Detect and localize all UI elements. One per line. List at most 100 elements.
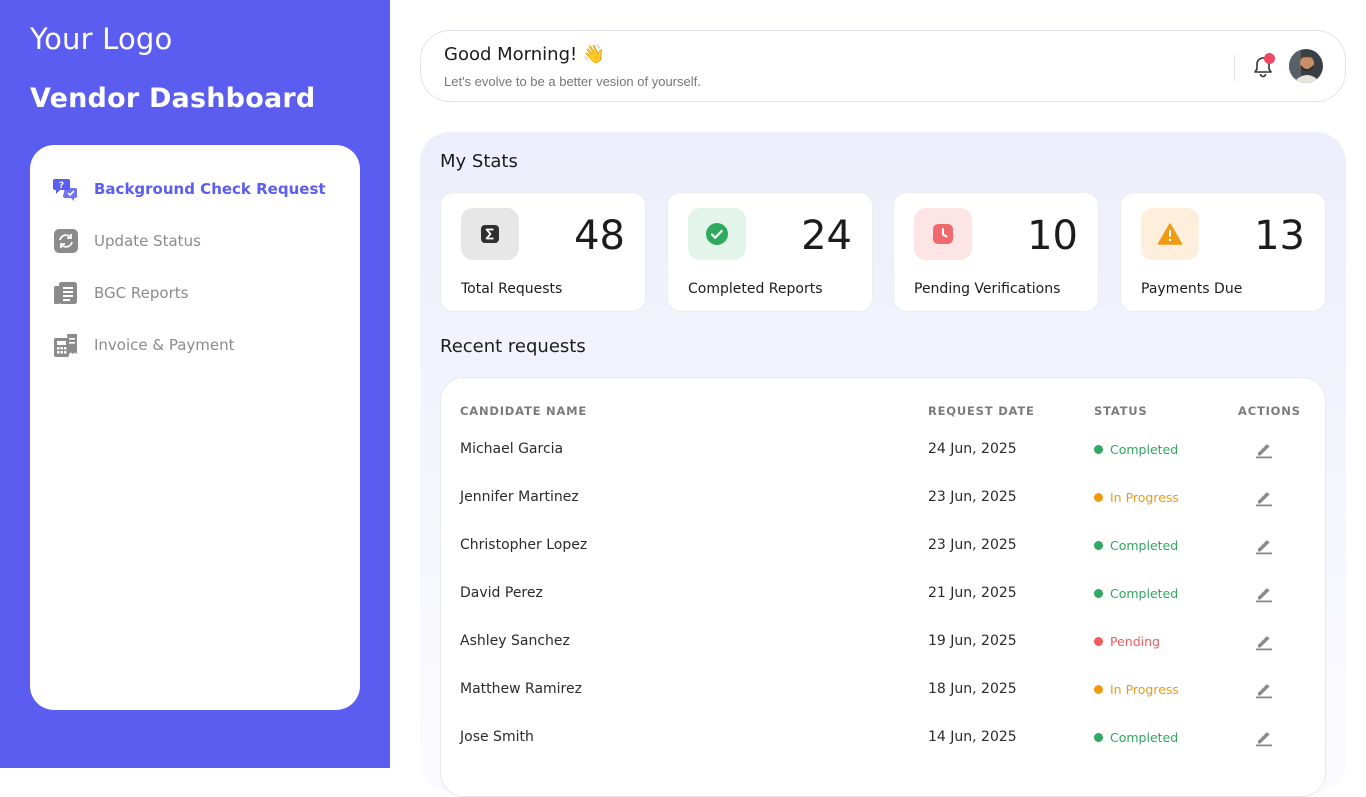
greeting-subtitle: Let's evolve to be a better vesion of yo… (444, 74, 701, 89)
stat-card-total-requests[interactable]: 48 Total Requests (440, 192, 646, 312)
warning-icon (1141, 208, 1199, 260)
edit-icon[interactable] (1254, 535, 1274, 555)
status-badge: Completed (1094, 713, 1178, 761)
candidate-name: David Perez (460, 585, 543, 601)
row-actions (1254, 425, 1274, 473)
stat-label: Pending Verifications (914, 281, 1061, 297)
stat-value: 48 (574, 213, 625, 259)
stat-label: Payments Due (1141, 281, 1243, 297)
logo[interactable]: Your Logo (30, 22, 173, 56)
sidebar-item-label: Update Status (94, 232, 201, 250)
status-text: Completed (1110, 585, 1179, 601)
candidate-name: Michael Garcia (460, 441, 564, 457)
column-header-actions: ACTIONS (1238, 404, 1301, 418)
request-date: 19 Jun, 2025 (928, 633, 1017, 649)
column-header-request-date[interactable]: REQUEST DATE (928, 404, 1035, 418)
status-text: In Progress (1110, 681, 1179, 697)
request-date: 21 Jun, 2025 (928, 585, 1017, 601)
edit-icon[interactable] (1254, 439, 1274, 459)
recent-requests-title: Recent requests (440, 336, 586, 357)
svg-text:?: ? (59, 181, 64, 191)
sidebar-nav: ? Background Check Request Update Status (30, 145, 360, 710)
candidate-name: Ashley Sanchez (460, 633, 570, 649)
edit-icon[interactable] (1254, 631, 1274, 651)
table-row[interactable]: Jose Smith 14 Jun, 2025 Completed (441, 713, 1325, 761)
column-header-status[interactable]: STATUS (1094, 404, 1148, 418)
edit-icon[interactable] (1254, 487, 1274, 507)
request-date: 18 Jun, 2025 (928, 681, 1017, 697)
stat-card-payments-due[interactable]: 13 Payments Due (1120, 192, 1326, 312)
stat-card-pending-verifications[interactable]: 10 Pending Verifications (893, 192, 1099, 312)
row-actions (1254, 617, 1274, 665)
request-date: 23 Jun, 2025 (928, 537, 1017, 553)
status-dot (1094, 444, 1103, 454)
main-panel: My Stats 48 Total Requests 24 Completed … (420, 132, 1346, 797)
row-actions (1254, 473, 1274, 521)
status-badge: Completed (1094, 569, 1178, 617)
check-circle-icon (688, 208, 746, 260)
stat-value: 13 (1254, 213, 1305, 259)
edit-icon[interactable] (1254, 679, 1274, 699)
row-actions (1254, 713, 1274, 761)
stat-card-completed-reports[interactable]: 24 Completed Reports (667, 192, 873, 312)
sidebar-item-label: BGC Reports (94, 284, 189, 302)
sidebar-item-background-check-request[interactable]: ? Background Check Request (52, 173, 326, 205)
sidebar-item-bgc-reports[interactable]: BGC Reports (52, 277, 188, 309)
candidate-name: Christopher Lopez (460, 537, 588, 553)
greeting: Good Morning! 👋 (444, 44, 606, 65)
table-row[interactable]: Jennifer Martinez 23 Jun, 2025 In Progress (441, 473, 1325, 521)
candidate-name: Jennifer Martinez (460, 489, 579, 505)
stat-label: Completed Reports (688, 281, 823, 297)
status-badge: Pending (1094, 617, 1160, 665)
status-dot (1094, 540, 1103, 550)
status-text: Completed (1110, 729, 1179, 745)
table-row[interactable]: Michael Garcia 24 Jun, 2025 Completed (441, 425, 1325, 473)
status-text: Completed (1110, 441, 1179, 457)
status-text: In Progress (1110, 489, 1179, 505)
edit-icon[interactable] (1254, 583, 1274, 603)
stat-value: 10 (1027, 213, 1078, 259)
status-text: Completed (1110, 537, 1179, 553)
row-actions (1254, 665, 1274, 713)
status-text: Pending (1110, 633, 1160, 649)
avatar[interactable] (1289, 49, 1323, 83)
refresh-icon (52, 227, 80, 255)
chat-question-icon: ? (52, 175, 80, 203)
status-dot (1094, 588, 1103, 598)
status-dot (1094, 684, 1103, 694)
sigma-icon (461, 208, 519, 260)
column-header-candidate-name[interactable]: CANDIDATE NAME (460, 404, 588, 418)
status-badge: Completed (1094, 521, 1178, 569)
sidebar-item-label: Invoice & Payment (94, 336, 235, 354)
sidebar-item-label: Background Check Request (94, 180, 326, 198)
notification-dot (1264, 53, 1275, 64)
status-badge: Completed (1094, 425, 1178, 473)
row-actions (1254, 521, 1274, 569)
status-dot (1094, 492, 1103, 502)
status-dot (1094, 732, 1103, 742)
header-divider (1234, 55, 1235, 81)
top-header: Good Morning! 👋 Let's evolve to be a bet… (420, 30, 1346, 102)
request-date: 23 Jun, 2025 (928, 489, 1017, 505)
request-date: 14 Jun, 2025 (928, 729, 1017, 745)
table-row[interactable]: Matthew Ramirez 18 Jun, 2025 In Progress (441, 665, 1325, 713)
status-badge: In Progress (1094, 665, 1179, 713)
edit-icon[interactable] (1254, 727, 1274, 747)
calculator-icon (52, 331, 80, 359)
table-row[interactable]: Christopher Lopez 23 Jun, 2025 Completed (441, 521, 1325, 569)
recent-requests-table: CANDIDATE NAME REQUEST DATE STATUS ACTIO… (440, 377, 1326, 797)
candidate-name: Jose Smith (460, 729, 534, 745)
request-date: 24 Jun, 2025 (928, 441, 1017, 457)
clock-icon (914, 208, 972, 260)
dashboard-title: Vendor Dashboard (30, 83, 316, 114)
table-row[interactable]: Ashley Sanchez 19 Jun, 2025 Pending (441, 617, 1325, 665)
sidebar-item-update-status[interactable]: Update Status (52, 225, 201, 257)
row-actions (1254, 569, 1274, 617)
sidebar-item-invoice-payment[interactable]: Invoice & Payment (52, 329, 235, 361)
stat-label: Total Requests (461, 281, 563, 297)
status-dot (1094, 636, 1103, 646)
sidebar: Your Logo Vendor Dashboard ? Background … (0, 0, 390, 768)
report-icon (52, 279, 80, 307)
table-row[interactable]: David Perez 21 Jun, 2025 Completed (441, 569, 1325, 617)
stats-title: My Stats (440, 151, 518, 172)
